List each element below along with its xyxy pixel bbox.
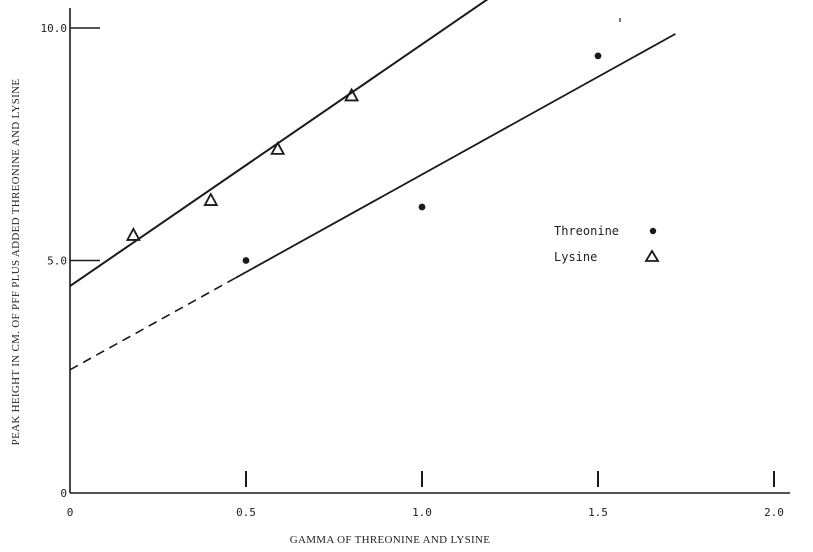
point-threonine: [418, 203, 426, 211]
x-tick-label: 1.5: [588, 506, 608, 519]
x-tick-label: 1.0: [412, 506, 432, 519]
data-points: [125, 52, 602, 264]
point-lysine: [125, 227, 141, 241]
x-tick-label: 2.0: [764, 506, 784, 519]
legend-marker-threonine: [649, 227, 657, 235]
fit-lines: [69, 0, 676, 371]
y-tick-label: 5.0: [47, 255, 67, 268]
legend-marker-lysine: [644, 249, 660, 262]
legend-label-lysine: Lysine: [554, 250, 597, 264]
fit-line-lysine: [69, 0, 489, 287]
point-threonine: [242, 257, 250, 264]
point-lysine: [270, 141, 286, 155]
x-tick-label: 0.5: [236, 506, 256, 519]
y-axis-title: PEAK HEIGHT IN CM. OF PFF PLUS ADDED THR…: [10, 79, 22, 446]
legend-label-threonine: Threonine: [554, 224, 619, 238]
x-tick-label: 0: [67, 506, 74, 519]
x-axis-title: GAMMA OF THREONINE AND LYSINE: [290, 534, 491, 546]
fit-line-threonine: [235, 33, 676, 279]
y-tick-label: 0: [60, 487, 67, 500]
y-tick-label: 10.0: [41, 22, 68, 35]
point-lysine: [203, 192, 219, 206]
fit-line-threonine-dashed: [69, 277, 236, 371]
point-lysine: [344, 87, 360, 102]
point-threonine: [594, 52, 602, 60]
x-ticks: 0 0.5 1.0 1.5 2.0: [67, 471, 784, 519]
legend: Threonine Lysine: [554, 224, 660, 264]
y-ticks: 0 5.0 10.0: [41, 22, 100, 500]
